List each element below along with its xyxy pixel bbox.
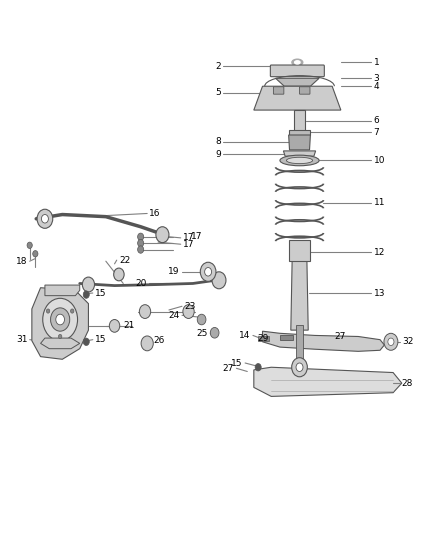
Text: 16: 16 — [149, 209, 161, 218]
Text: 4: 4 — [374, 82, 379, 91]
Text: 29: 29 — [258, 334, 269, 343]
Circle shape — [46, 309, 50, 313]
Circle shape — [255, 364, 261, 371]
Text: 9: 9 — [215, 150, 221, 159]
Circle shape — [58, 334, 62, 338]
Circle shape — [56, 314, 64, 325]
Circle shape — [388, 338, 394, 345]
Circle shape — [205, 268, 212, 276]
Polygon shape — [262, 331, 385, 351]
Circle shape — [71, 309, 74, 313]
Polygon shape — [254, 367, 402, 397]
Text: 11: 11 — [374, 198, 385, 207]
Text: 27: 27 — [334, 332, 346, 341]
Bar — [296, 325, 304, 362]
Text: 18: 18 — [16, 257, 28, 265]
Polygon shape — [276, 78, 319, 86]
Text: 21: 21 — [123, 321, 134, 330]
Text: 26: 26 — [154, 336, 165, 345]
Circle shape — [139, 305, 151, 318]
Text: 14: 14 — [240, 331, 251, 340]
Circle shape — [50, 308, 70, 331]
Text: 23: 23 — [184, 302, 195, 311]
Ellipse shape — [280, 155, 319, 166]
Text: 17: 17 — [191, 232, 202, 241]
FancyBboxPatch shape — [270, 65, 324, 77]
FancyBboxPatch shape — [273, 87, 284, 94]
Text: 22: 22 — [119, 256, 130, 265]
Text: 24: 24 — [169, 311, 180, 320]
Circle shape — [43, 298, 78, 341]
Text: 13: 13 — [374, 288, 385, 297]
Circle shape — [200, 262, 216, 281]
Text: 27: 27 — [223, 364, 234, 373]
Text: 19: 19 — [168, 268, 180, 276]
Circle shape — [114, 268, 124, 281]
Circle shape — [197, 314, 206, 325]
Text: 20: 20 — [136, 279, 147, 288]
Circle shape — [42, 215, 48, 223]
Circle shape — [183, 305, 194, 318]
Text: 2: 2 — [215, 62, 221, 70]
Text: 1: 1 — [374, 58, 379, 67]
Circle shape — [110, 319, 120, 332]
Text: 7: 7 — [374, 128, 379, 137]
Text: 8: 8 — [215, 138, 221, 147]
Circle shape — [210, 327, 219, 338]
Text: 28: 28 — [402, 378, 413, 387]
Bar — [258, 336, 269, 341]
Circle shape — [27, 242, 32, 248]
Bar — [280, 335, 293, 340]
Ellipse shape — [295, 61, 300, 64]
Text: 15: 15 — [231, 359, 243, 367]
Text: 17: 17 — [183, 240, 194, 249]
Text: 15: 15 — [95, 288, 106, 297]
Circle shape — [296, 363, 303, 372]
Text: 17: 17 — [183, 233, 194, 243]
Text: 15: 15 — [95, 335, 106, 344]
Polygon shape — [41, 338, 80, 349]
Text: 32: 32 — [402, 337, 413, 346]
Circle shape — [138, 246, 144, 253]
Text: 6: 6 — [374, 116, 379, 125]
Circle shape — [156, 227, 169, 243]
Ellipse shape — [286, 157, 313, 164]
Circle shape — [212, 272, 226, 289]
FancyBboxPatch shape — [300, 87, 310, 94]
Polygon shape — [45, 285, 80, 296]
Text: 12: 12 — [374, 248, 385, 257]
Bar — [294, 110, 305, 131]
Circle shape — [292, 358, 307, 377]
Circle shape — [83, 338, 89, 345]
Polygon shape — [289, 135, 311, 150]
Text: 5: 5 — [215, 88, 221, 97]
Text: 10: 10 — [374, 156, 385, 165]
Bar — [289, 240, 311, 261]
Circle shape — [33, 251, 38, 257]
Polygon shape — [291, 261, 308, 330]
Circle shape — [138, 239, 144, 247]
Circle shape — [83, 291, 89, 298]
Circle shape — [141, 336, 153, 351]
Text: 25: 25 — [197, 329, 208, 338]
Text: 31: 31 — [16, 335, 28, 344]
Circle shape — [37, 209, 53, 228]
Polygon shape — [254, 86, 341, 110]
Circle shape — [384, 333, 398, 350]
Bar — [289, 130, 311, 135]
Polygon shape — [283, 151, 316, 156]
Text: 3: 3 — [374, 74, 379, 83]
Polygon shape — [32, 288, 88, 359]
Ellipse shape — [292, 59, 303, 66]
Circle shape — [138, 233, 144, 240]
Circle shape — [82, 277, 95, 292]
